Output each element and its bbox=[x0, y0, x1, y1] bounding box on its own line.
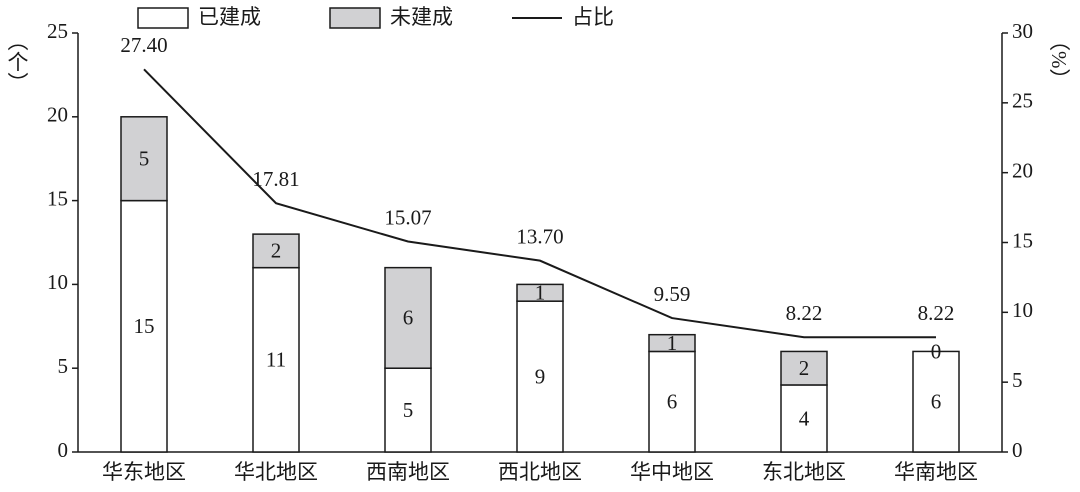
bar bbox=[780, 350, 828, 386]
y-tick-label: 15 bbox=[47, 186, 68, 210]
bar bbox=[384, 367, 432, 453]
line-value-label: 13.70 bbox=[516, 224, 563, 248]
bar-value-label: 6 bbox=[403, 306, 414, 330]
y-tick-label: 10 bbox=[47, 270, 68, 294]
line-value-label: 8.22 bbox=[786, 301, 823, 325]
legend-label: 占比 bbox=[572, 5, 614, 29]
y2-tick-label: 30 bbox=[1012, 19, 1033, 43]
y-tick-label: 0 bbox=[58, 438, 69, 462]
line bbox=[143, 68, 936, 339]
x-tick-label: 华中地区 bbox=[630, 460, 714, 484]
y-tick-label: 5 bbox=[58, 354, 69, 378]
x-tick-label: 西南地区 bbox=[366, 460, 450, 484]
legend-swatch bbox=[137, 7, 189, 29]
y2-tick-label: 15 bbox=[1012, 228, 1033, 252]
y-axis-title: （个） bbox=[5, 30, 29, 93]
line-value-label: 9.59 bbox=[654, 282, 691, 306]
y2-axis-title: （%） bbox=[1047, 30, 1071, 90]
bar-value-label: 15 bbox=[134, 314, 155, 338]
bar bbox=[516, 283, 564, 302]
bar bbox=[252, 233, 300, 269]
bar-value-label: 1 bbox=[667, 331, 678, 355]
bar-value-label: 9 bbox=[535, 364, 546, 388]
y2-tick-label: 0 bbox=[1012, 438, 1023, 462]
bar-value-label: 6 bbox=[931, 390, 942, 414]
bar bbox=[384, 266, 432, 369]
x-tick-label: 华南地区 bbox=[894, 460, 978, 484]
bar-value-label: 5 bbox=[139, 147, 150, 171]
line-value-label: 27.40 bbox=[120, 33, 167, 57]
bar-value-label: 1 bbox=[535, 281, 546, 305]
bar-value-label: 11 bbox=[266, 348, 286, 372]
x-tick-label: 华北地区 bbox=[234, 460, 318, 484]
y2-tick-label: 5 bbox=[1012, 368, 1023, 392]
y-tick-label: 25 bbox=[47, 19, 68, 43]
bar bbox=[912, 350, 960, 453]
bar bbox=[120, 116, 168, 202]
legend-label: 已建成 bbox=[198, 5, 261, 29]
bar bbox=[648, 350, 696, 453]
bar-value-label: 0 bbox=[931, 339, 942, 363]
bar bbox=[516, 300, 564, 453]
line-value-label: 17.81 bbox=[252, 167, 299, 191]
line-value-label: 8.22 bbox=[918, 301, 955, 325]
bar bbox=[780, 384, 828, 453]
y2-tick-label: 10 bbox=[1012, 298, 1033, 322]
y2-tick-label: 25 bbox=[1012, 89, 1033, 113]
bar-value-label: 5 bbox=[403, 398, 414, 422]
y2-tick-label: 20 bbox=[1012, 158, 1033, 182]
bar-value-label: 2 bbox=[799, 356, 810, 380]
x-tick-label: 西北地区 bbox=[498, 460, 582, 484]
legend-swatch bbox=[329, 7, 381, 29]
bar-value-label: 6 bbox=[667, 390, 678, 414]
bar bbox=[120, 199, 168, 453]
bar-value-label: 2 bbox=[271, 239, 282, 263]
x-tick-label: 华东地区 bbox=[102, 460, 186, 484]
bar bbox=[252, 266, 300, 453]
x-tick-label: 东北地区 bbox=[762, 460, 846, 484]
bar-value-label: 4 bbox=[799, 406, 810, 430]
line-value-label: 15.07 bbox=[384, 205, 431, 229]
legend-label: 未建成 bbox=[390, 5, 453, 29]
y-tick-label: 20 bbox=[47, 103, 68, 127]
bar bbox=[648, 333, 696, 353]
